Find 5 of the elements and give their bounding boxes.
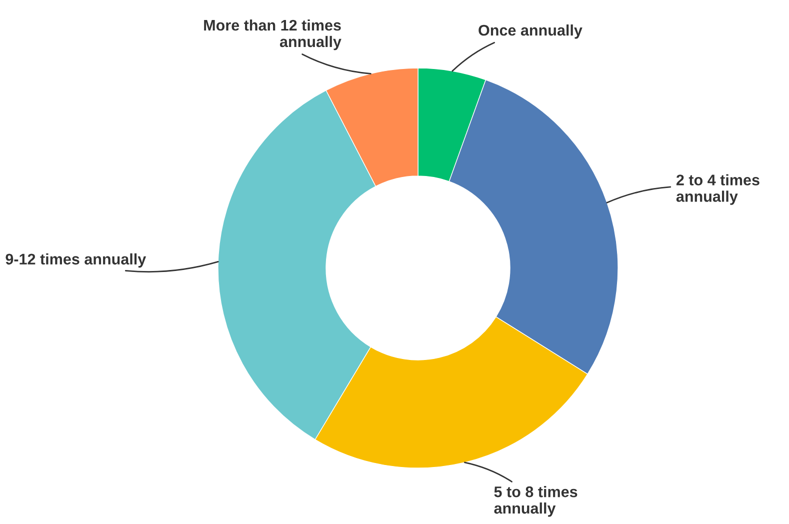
slice-label: 5 to 8 times annually — [494, 486, 578, 517]
slice-label: 9-12 times annually — [6, 253, 146, 268]
slice-label: More than 12 times annually — [204, 19, 342, 50]
slice-label: Once annually — [478, 24, 582, 39]
slice-label: 2 to 4 times annually — [676, 174, 760, 205]
